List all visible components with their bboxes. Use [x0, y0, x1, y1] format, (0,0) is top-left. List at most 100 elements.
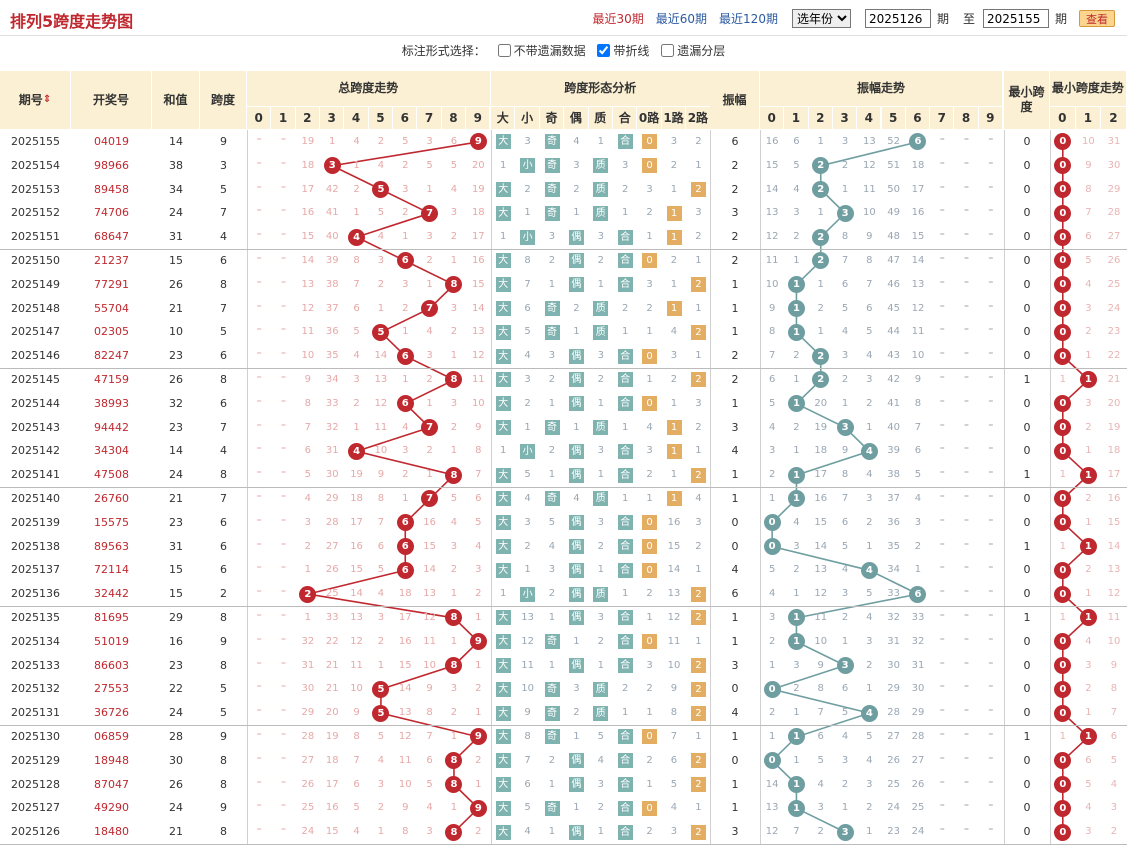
amp-miss-cell: 2: [841, 778, 849, 790]
span-miss-cell: ⁼: [256, 564, 262, 576]
header-shape-col: 1路: [661, 107, 687, 130]
header-issue[interactable]: 期号 ⇕: [0, 71, 71, 130]
span-miss-cell: ⁼: [280, 540, 287, 552]
shape-miss-cell: 1: [695, 802, 702, 814]
min-miss-cell: 4: [1085, 635, 1092, 647]
span-cell: 6: [220, 539, 227, 553]
amp-miss-cell: ⁼: [988, 231, 994, 243]
option-no-missing[interactable]: 不带遗漏数据: [497, 44, 586, 58]
min-miss-cell: 8: [1110, 683, 1118, 695]
shape-hit: 偶: [568, 824, 584, 840]
option-layered-checkbox[interactable]: [661, 44, 675, 57]
amp-miss-cell: ⁼: [963, 231, 970, 243]
amp-miss-cell: ⁼: [963, 516, 970, 528]
filter-controls: 最近30期 最近60期 最近120期 选年份 期 至 期 查看: [580, 9, 1115, 28]
shape-hit: 大: [495, 491, 511, 507]
amp-miss-cell: ⁼: [939, 516, 945, 528]
shape-hit: 0: [642, 562, 658, 578]
span-miss-cell: 4: [402, 421, 409, 433]
amp-miss-cell: ⁼: [939, 421, 945, 433]
option-polyline-checkbox[interactable]: [597, 44, 611, 57]
min-span-ball: 1: [1079, 537, 1097, 555]
min-miss-cell: 1: [1059, 374, 1066, 385]
min-miss-cell: 6: [1110, 731, 1118, 742]
shape-miss-cell: 2: [548, 754, 556, 766]
shape-miss-cell: 8: [670, 707, 678, 719]
shape-hit: 2: [690, 372, 706, 388]
shape-miss-cell: 12: [521, 635, 534, 647]
span-miss-cell: 8: [426, 707, 433, 719]
period-30-link[interactable]: 最近30期: [592, 12, 644, 26]
span-miss-cell: 6: [426, 754, 433, 766]
sort-icon[interactable]: ⇕: [42, 93, 52, 105]
amp-miss-cell: 4: [841, 326, 849, 338]
min-miss-cell: 5: [1085, 255, 1092, 266]
min-span-ball: 1: [1079, 728, 1097, 746]
shape-miss-cell: 11: [521, 659, 534, 671]
option-polyline[interactable]: 带折线: [597, 44, 649, 58]
period-60-link[interactable]: 最近60期: [655, 12, 708, 26]
span-miss-cell: 1: [304, 564, 312, 576]
table-row: 2025144 38993 32 6 ⁼ ⁼ 8 33 2 12 6 1 3 10 大 2 1 偶 1 合 0 1 3 1 5 1…: [0, 392, 1127, 416]
header-total-span-trend: 总跨度走势: [247, 71, 491, 107]
shape-hit: 偶: [568, 562, 584, 578]
amp-miss-cell: ⁼: [988, 493, 994, 504]
span-ball: 4: [348, 442, 366, 460]
amp-miss-cell: ⁼: [963, 326, 970, 338]
period-120-link[interactable]: 最近120期: [719, 12, 778, 26]
shape-hit: 大: [495, 634, 511, 650]
shape-hit: 质: [593, 324, 609, 340]
shape-hit: 0: [642, 134, 658, 150]
shape-hit: 0: [642, 729, 658, 745]
min-miss-cell: 3: [1085, 302, 1092, 314]
span-miss-cell: 8: [402, 826, 409, 838]
amp-miss-cell: 2: [866, 397, 873, 409]
sum-cell: 24: [169, 468, 183, 482]
to-issue-input[interactable]: [982, 9, 1049, 28]
table-row: 2025150 21237 15 6 ⁼ ⁼ 14 39 8 3 6 2 1 16 大 8 2 偶 2 合 0 2 1 2 11…: [0, 249, 1127, 273]
shape-hit: 合: [617, 134, 633, 150]
shape-hit: 奇: [544, 681, 560, 697]
shape-miss-cell: 1: [597, 278, 604, 290]
amp-miss-cell: 3: [841, 754, 849, 766]
option-no-missing-checkbox[interactable]: [497, 44, 511, 57]
span-miss-cell: 14: [350, 588, 363, 600]
shape-miss-cell: 1: [548, 397, 556, 409]
span-miss-cell: 26: [301, 778, 315, 790]
min-miss-cell: 9: [1110, 659, 1118, 671]
to-unit: 期: [1054, 12, 1067, 26]
span-miss-cell: 2: [475, 588, 482, 600]
span-cell: 9: [220, 801, 227, 815]
amp-miss-cell: ⁼: [939, 564, 945, 576]
shape-miss-cell: 1: [695, 159, 702, 171]
from-issue-input[interactable]: [864, 9, 931, 28]
amp-miss-cell: 6: [841, 278, 849, 290]
span-miss-cell: 28: [325, 516, 339, 528]
span-miss-cell: 1: [450, 802, 458, 814]
amp-miss-cell: 25: [887, 778, 901, 790]
shape-miss-cell: 1: [622, 707, 629, 719]
span-miss-cell: 4: [377, 754, 385, 766]
shape-hit: 大: [495, 824, 511, 840]
span-miss-cell: 2: [377, 802, 385, 814]
shape-miss-cell: 1: [695, 255, 702, 266]
amp-miss-cell: 2: [914, 540, 922, 552]
span-miss-cell: 3: [377, 612, 385, 623]
min-miss-cell: 23: [1107, 326, 1121, 338]
shape-hit: 偶: [568, 515, 584, 531]
option-layered[interactable]: 遗漏分层: [661, 44, 725, 58]
shape-hit: 大: [495, 753, 511, 769]
shape-hit: 合: [617, 824, 633, 840]
amp-miss-cell: ⁼: [963, 540, 970, 552]
group-divider: [0, 725, 1127, 726]
min-span-ball: 0: [1054, 204, 1072, 222]
header-shape-col: 0路: [637, 107, 662, 130]
span-miss-cell: 5: [450, 159, 458, 171]
shape-miss-cell: 1: [670, 278, 678, 290]
span-miss-cell: 4: [377, 231, 385, 243]
query-button[interactable]: 查看: [1079, 10, 1115, 27]
year-select[interactable]: 选年份: [791, 9, 851, 28]
shape-miss-cell: 10: [521, 683, 534, 695]
span-miss-cell: ⁼: [280, 707, 287, 719]
shape-hit: 大: [495, 538, 511, 554]
